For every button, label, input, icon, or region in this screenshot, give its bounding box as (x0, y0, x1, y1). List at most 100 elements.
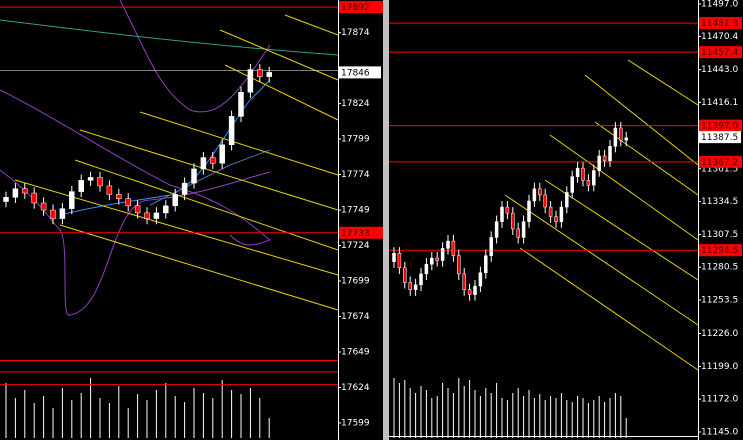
y-tick-label: 17674 (341, 312, 370, 322)
y-tick-label: 11226.0 (701, 329, 738, 339)
y-tick-label: 17799 (341, 135, 370, 145)
candle-body (424, 263, 429, 275)
candle-body (210, 157, 216, 164)
channel-line (504, 194, 699, 326)
candle-body (392, 253, 396, 263)
candle-body (116, 194, 122, 199)
candle-body (78, 180, 84, 192)
candle-body (511, 212, 515, 230)
candle-body (22, 188, 28, 194)
candle-body (59, 208, 66, 219)
y-tick-label: 11416.1 (701, 98, 738, 108)
candle-body (200, 157, 207, 170)
candle-body (489, 237, 493, 256)
candle-body (532, 188, 537, 202)
last-price-label: 11387.5 (701, 133, 738, 143)
channel-line (549, 134, 699, 241)
candle-body (608, 146, 612, 162)
channel-line (544, 179, 699, 281)
candle-body (581, 167, 585, 181)
candle-body (40, 202, 47, 211)
moving-average-long (0, 19, 339, 56)
candle-body (484, 255, 488, 273)
right-channels (504, 59, 699, 371)
channel-line (14, 179, 339, 276)
candle-body (565, 192, 569, 208)
candle-body (516, 228, 520, 238)
candle-body (613, 127, 618, 147)
y-tick-label: 11497.0 (701, 0, 738, 10)
candle-body (134, 205, 141, 214)
price-label-box (699, 244, 742, 257)
bollinger-lower (0, 169, 271, 316)
candle-body (457, 255, 461, 275)
y-tick-label: 11145.0 (701, 427, 738, 437)
candle-body (12, 188, 19, 198)
candle-body (31, 192, 37, 204)
candle-body (413, 284, 418, 290)
price-label-box (699, 17, 742, 30)
candle-body (144, 212, 150, 219)
channel-line (284, 14, 339, 36)
channel-line (224, 64, 339, 121)
last-price-box (339, 66, 381, 79)
candle-body (467, 289, 472, 295)
candle-body (228, 116, 235, 146)
candle-body (419, 273, 423, 286)
candle-body (153, 212, 160, 219)
y-tick-label: 17774 (341, 170, 370, 180)
y-tick-label: 11307.5 (701, 230, 738, 240)
candle-body (106, 185, 113, 195)
candle-body (266, 72, 272, 77)
candle-body (619, 127, 623, 141)
y-tick-label: 17874 (341, 28, 370, 38)
panel-separator (383, 0, 389, 440)
y-tick-label: 17599 (341, 418, 370, 428)
y-tick-label: 17624 (341, 383, 370, 393)
candle-body (462, 273, 466, 290)
price-label-box (699, 119, 742, 132)
candle-body (543, 194, 547, 208)
channel-line (519, 247, 699, 371)
candle-body (125, 198, 131, 207)
candle-body (435, 257, 439, 261)
price-label: 11481.3 (701, 19, 738, 29)
price-label-box (339, 226, 383, 239)
last-price-box (699, 131, 741, 144)
price-label: 11367.2 (701, 158, 738, 168)
bollinger-upper (119, 0, 271, 113)
y-tick-label: 11280.5 (701, 263, 738, 273)
candle-body (597, 155, 601, 171)
candle-body (408, 282, 412, 290)
candle-body (570, 176, 574, 193)
candle-body (559, 206, 564, 222)
y-tick-label: 17824 (341, 99, 370, 109)
y-tick-label: 11253.5 (701, 296, 738, 306)
candle-body (446, 240, 450, 249)
y-tick-label: 11361.5 (701, 164, 738, 174)
candle-body (586, 180, 591, 186)
candle-body (527, 200, 531, 222)
candle-body (494, 221, 499, 238)
candle-body (548, 206, 553, 218)
y-tick-label: 17724 (341, 241, 370, 251)
channel-line (627, 59, 699, 106)
price-label-box (339, 1, 383, 14)
y-tick-label: 11470.4 (701, 32, 738, 42)
candle-body (624, 137, 628, 141)
candle-body (257, 69, 263, 77)
last-price-label: 17846 (341, 68, 370, 78)
y-tick-label: 17699 (341, 277, 370, 287)
candle-body (478, 272, 483, 287)
candle-body (163, 205, 169, 214)
candle-body (87, 177, 94, 181)
candle-body (97, 177, 103, 187)
y-tick-label: 11334.5 (701, 197, 738, 207)
y-tick-label: 11172.0 (701, 395, 738, 405)
candle-body (430, 257, 434, 265)
price-label: 11294.5 (701, 246, 738, 256)
y-tick-label: 17649 (341, 348, 370, 358)
candle-body (538, 188, 542, 196)
candle-body (440, 248, 445, 261)
